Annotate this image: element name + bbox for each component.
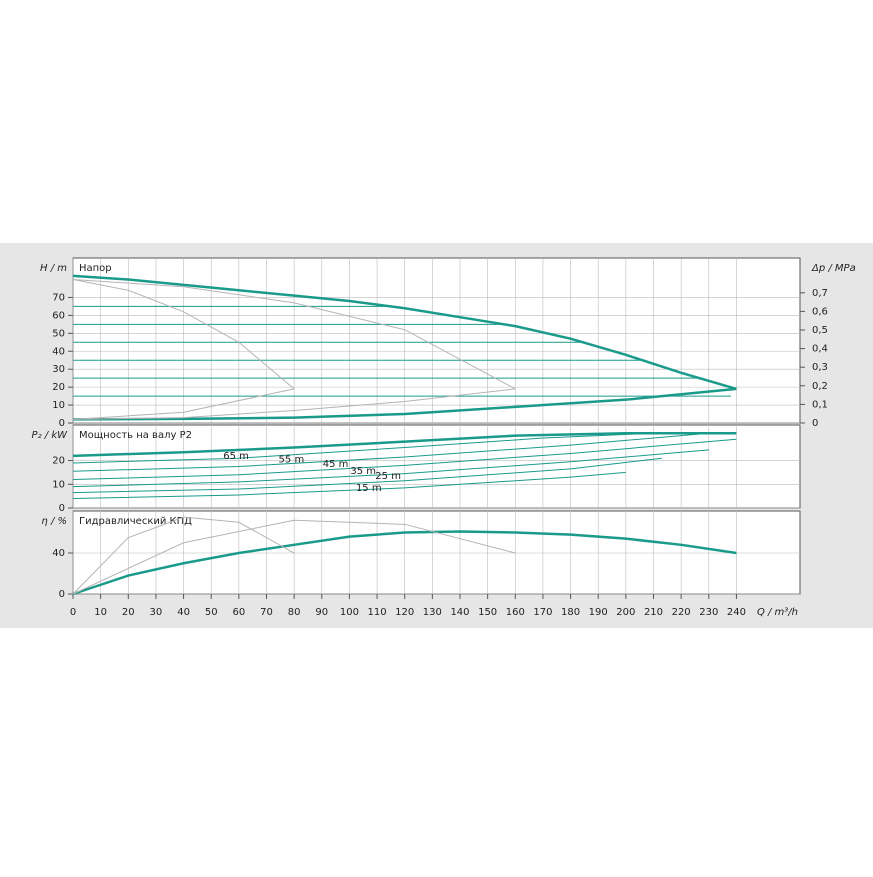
y-tick-label: 40 [52, 346, 65, 357]
x-tick-label: 150 [478, 607, 497, 618]
x-tick-label: 20 [122, 607, 135, 618]
y2-tick-label: 0,4 [812, 344, 828, 355]
x-tick-label: 130 [423, 607, 442, 618]
y2-tick-label: 0,1 [812, 399, 828, 410]
x-tick-label: 170 [533, 607, 552, 618]
x-tick-label: 110 [368, 607, 387, 618]
y-tick-label: 0 [59, 418, 65, 429]
x-tick-label: 210 [644, 607, 663, 618]
x-tick-label: 60 [232, 607, 245, 618]
line [72, 387, 737, 421]
line [72, 432, 737, 458]
line [72, 471, 626, 500]
y-axis-label: P₂ / kW [32, 430, 69, 441]
x-tick-label: 70 [260, 607, 273, 618]
y-tick-label: 20 [52, 456, 65, 467]
y-tick-label: 30 [52, 364, 65, 375]
y-tick-label: 50 [52, 328, 65, 339]
x-tick-label: 90 [315, 607, 328, 618]
x-tick-label: 190 [589, 607, 608, 618]
line [72, 449, 709, 488]
line [72, 438, 737, 481]
annotation: 55 m [279, 454, 305, 465]
y-tick-label: 0 [59, 589, 65, 600]
y-tick-label: 60 [52, 310, 65, 321]
y2-tick-label: 0,7 [812, 288, 828, 299]
y-tick-label: 0 [59, 503, 65, 514]
line [72, 388, 295, 420]
y2-tick-label: 0,3 [812, 362, 828, 373]
x-tick-label: 0 [70, 607, 76, 618]
y-tick-label: 40 [52, 548, 65, 559]
x-tick-label: 50 [205, 607, 218, 618]
x-tick-label: 180 [561, 607, 580, 618]
line [72, 432, 654, 464]
panel-title: Напор [79, 263, 112, 274]
x-tick-label: 230 [699, 607, 718, 618]
x-axis-label: Q / m³/h [757, 607, 798, 618]
x-tick-label: 10 [94, 607, 107, 618]
x-tick-label: 100 [340, 607, 359, 618]
x-tick-label: 220 [672, 607, 691, 618]
line [72, 279, 516, 390]
annotation: 35 m [350, 466, 376, 477]
line [72, 432, 709, 472]
x-tick-label: 120 [395, 607, 414, 618]
line [72, 519, 516, 595]
y-axis-label: η / % [41, 516, 67, 527]
annotation: 25 m [375, 471, 401, 482]
y-tick-label: 70 [52, 292, 65, 303]
y2-tick-label: 0 [812, 418, 818, 429]
x-tick-label: 200 [616, 607, 635, 618]
line [72, 457, 662, 494]
panel-title: Гидравлический КПД [79, 516, 192, 527]
annotation: 45 m [323, 459, 349, 470]
y-axis-label: H / m [40, 263, 67, 274]
plot-area [72, 510, 801, 595]
annotation: 65 m [223, 451, 249, 462]
x-tick-label: 140 [450, 607, 469, 618]
x-tick-label: 160 [506, 607, 525, 618]
x-tick-label: 30 [150, 607, 163, 618]
y-tick-label: 10 [52, 400, 65, 411]
y-tick-label: 20 [52, 382, 65, 393]
annotation: 15 m [356, 483, 382, 494]
line [72, 279, 295, 390]
y2-tick-label: 0,5 [812, 325, 828, 336]
y2-axis-label: Δp / MPa [811, 263, 856, 274]
x-tick-label: 240 [727, 607, 746, 618]
y-tick-label: 10 [52, 479, 65, 490]
line [72, 530, 737, 596]
y2-tick-label: 0,6 [812, 306, 828, 317]
line [72, 388, 516, 420]
line [72, 516, 295, 595]
line [72, 274, 737, 391]
y2-tick-label: 0,2 [812, 381, 828, 392]
x-tick-label: 40 [177, 607, 190, 618]
x-tick-label: 80 [288, 607, 301, 618]
panel-title: Мощность на валу P2 [79, 430, 192, 441]
